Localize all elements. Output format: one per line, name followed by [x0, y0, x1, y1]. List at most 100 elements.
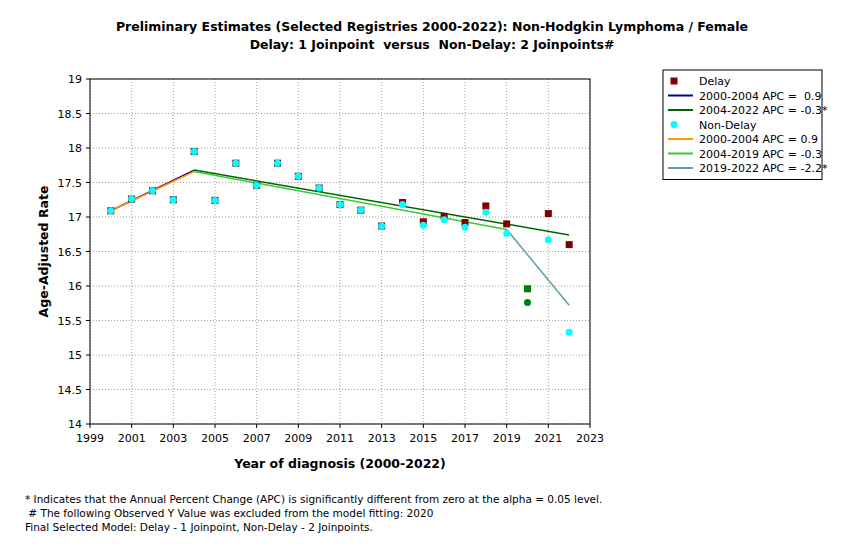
data-point	[253, 182, 260, 189]
data-point	[503, 220, 510, 227]
x-grid-line	[465, 79, 466, 424]
chart: Preliminary Estimates (Selected Registri…	[0, 0, 857, 554]
y-tick	[86, 251, 90, 252]
x-tick	[506, 424, 507, 428]
grid: 1414.51515.51616.51717.51818.51919992001…	[58, 73, 605, 445]
x-tick-label: 2007	[243, 432, 271, 445]
x-tick-label: 1999	[76, 432, 104, 445]
y-tick	[86, 148, 90, 149]
data-point	[399, 201, 406, 208]
x-tick	[173, 424, 174, 428]
data-point	[566, 329, 573, 336]
fit-line	[507, 229, 570, 305]
y-grid-line	[90, 113, 590, 114]
x-tick-label: 2013	[368, 432, 396, 445]
data-point	[274, 160, 281, 167]
data-point	[524, 285, 531, 292]
x-tick-label: 2011	[326, 432, 354, 445]
y-tick-label: 17.5	[58, 177, 83, 190]
legend-label: 2000-2004 APC = 0.9	[699, 133, 818, 146]
subtitle: Delay: 1 Joinpoint versus Non-Delay: 2 J…	[250, 37, 615, 52]
y-tick-label: 19	[68, 73, 82, 86]
x-tick-label: 2023	[576, 432, 604, 445]
y-tick-label: 18	[68, 142, 82, 155]
footnote: Final Selected Model: Delay - 1 Joinpoin…	[25, 521, 373, 533]
x-tick-label: 2003	[159, 432, 187, 445]
data-point	[316, 185, 323, 192]
fit-line	[194, 170, 569, 235]
x-tick	[256, 424, 257, 428]
data-point	[503, 230, 510, 237]
data-point	[357, 207, 364, 214]
data-point	[566, 241, 573, 248]
data-point	[337, 201, 344, 208]
legend-label: 2000-2004 APC = 0.9	[699, 90, 822, 103]
x-tick-label: 2015	[409, 432, 437, 445]
data-point	[482, 209, 489, 216]
x-grid-line	[340, 79, 341, 424]
data-point	[212, 197, 219, 204]
x-grid-line	[173, 79, 174, 424]
fit-line	[194, 171, 507, 229]
legend-swatch	[668, 95, 693, 97]
legend-swatch	[671, 78, 678, 85]
legend-label: Delay	[699, 75, 731, 88]
title: Preliminary Estimates (Selected Registri…	[116, 19, 748, 34]
legend-swatch	[668, 109, 693, 111]
data-point	[524, 299, 531, 306]
x-grid-line	[381, 79, 382, 424]
x-grid-line	[256, 79, 257, 424]
x-tick-label: 2019	[493, 432, 521, 445]
data-point	[378, 222, 385, 229]
y-tick-label: 14.5	[58, 384, 83, 397]
data-point	[128, 196, 135, 203]
x-tick	[340, 424, 341, 428]
x-tick	[298, 424, 299, 428]
x-grid-line	[215, 79, 216, 424]
y-tick	[86, 286, 90, 287]
x-grid-line	[548, 79, 549, 424]
data-point	[337, 201, 344, 208]
data-point	[149, 187, 156, 194]
y-tick	[86, 113, 90, 114]
x-tick-label: 2005	[201, 432, 229, 445]
x-tick	[590, 424, 591, 428]
y-tick-label: 14	[68, 418, 82, 431]
y-tick	[86, 355, 90, 356]
y-grid-line	[90, 320, 590, 321]
x-tick-label: 2021	[534, 432, 562, 445]
marks	[107, 148, 572, 336]
plot-frame	[90, 79, 590, 424]
data-point	[316, 185, 323, 192]
footnote: * Indicates that the Annual Percent Chan…	[25, 493, 602, 505]
x-grid-line	[298, 79, 299, 424]
y-tick-label: 16.5	[58, 246, 83, 259]
y-tick	[86, 217, 90, 218]
x-tick	[215, 424, 216, 428]
legend-label: 2004-2019 APC = -0.3	[699, 148, 822, 161]
data-point	[107, 207, 114, 214]
y-grid-line	[90, 251, 590, 252]
data-point	[128, 196, 135, 203]
y-tick-label: 18.5	[58, 108, 83, 121]
data-point	[253, 182, 260, 189]
y-tick-label: 15.5	[58, 315, 83, 328]
legend-label: 2004-2022 APC = -0.3*	[699, 104, 828, 117]
x-tick-label: 2009	[284, 432, 312, 445]
data-point	[170, 196, 177, 203]
x-grid-line	[506, 79, 507, 424]
y-tick-label: 15	[68, 349, 82, 362]
background	[0, 0, 857, 554]
legend-swatch	[668, 138, 693, 140]
x-grid-line	[423, 79, 424, 424]
data-point	[274, 160, 281, 167]
legend-swatch	[668, 167, 693, 169]
data-point	[482, 202, 489, 209]
x-tick-label: 2001	[118, 432, 146, 445]
data-point	[295, 173, 302, 180]
legend-swatch	[671, 121, 678, 128]
fit-line	[111, 170, 194, 211]
x-tick-label: 2017	[451, 432, 479, 445]
footnote: # The following Observed Y Value was exc…	[25, 507, 433, 519]
y-grid-line	[90, 389, 590, 390]
